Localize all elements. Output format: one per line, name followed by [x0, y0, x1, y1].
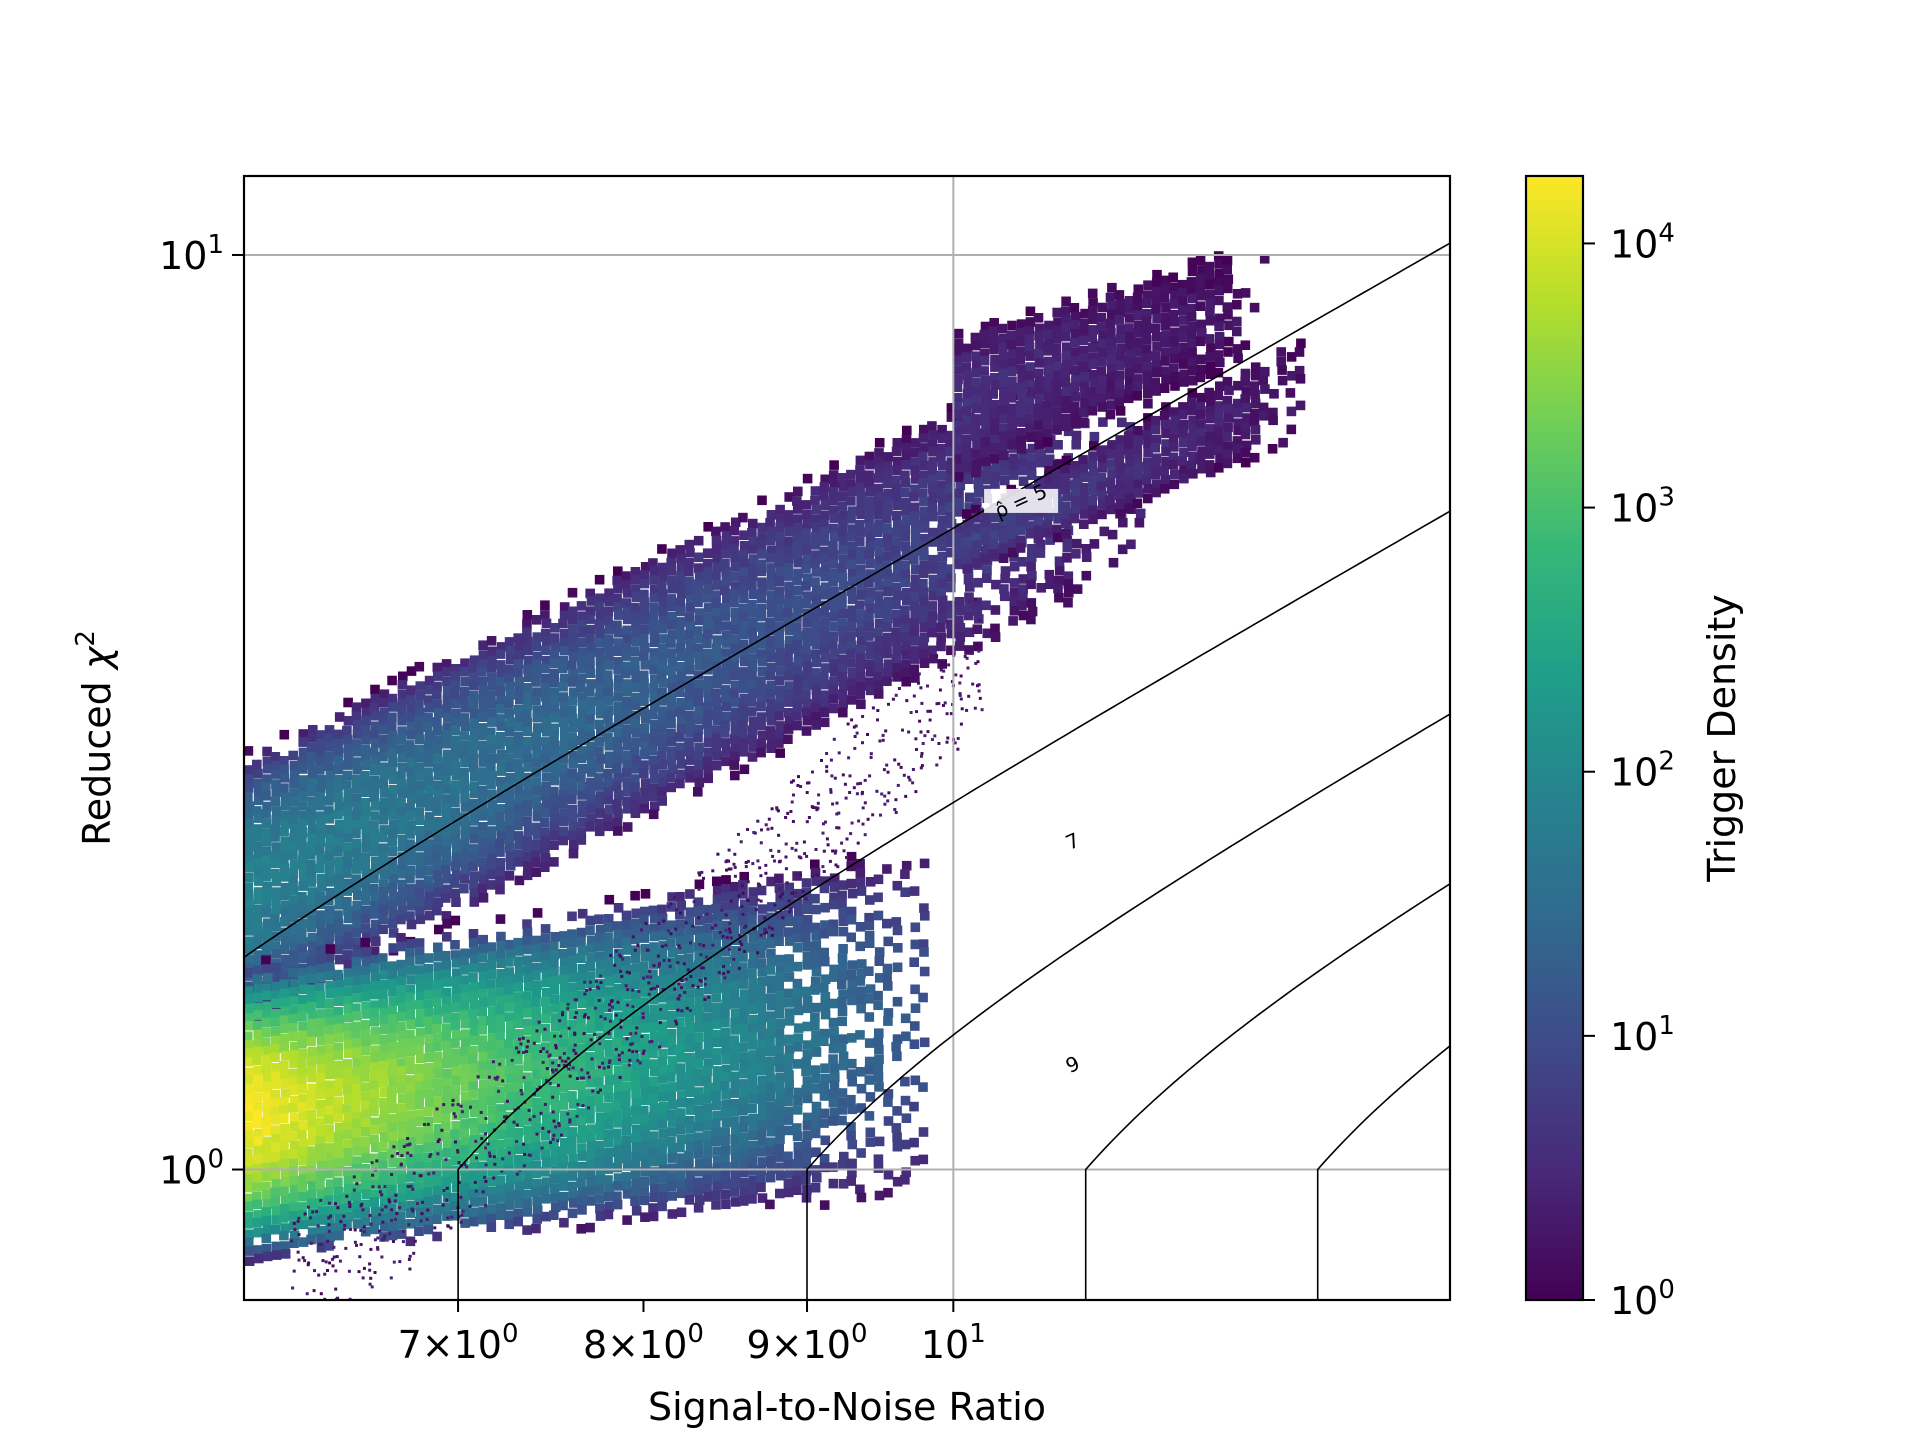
x-axis-ticks: 7×100 8×100 9×100 101: [398, 1300, 986, 1367]
contour-line-9: [806, 713, 1450, 1300]
y-tick-label: 101: [159, 230, 224, 278]
colorbar-tick-label: 103: [1610, 483, 1675, 531]
contour-label-bg: [1063, 1052, 1083, 1077]
density-lower-branch: [952, 338, 1306, 574]
contour-line-7: [457, 510, 1450, 1300]
x-tick-label: 7×100: [398, 1319, 519, 1367]
colorbar: [1524, 174, 1585, 1302]
colorbar-tick-label: 104: [1610, 218, 1675, 266]
x-tick-label: 9×100: [747, 1319, 868, 1367]
axes-frame: [242, 174, 1452, 1302]
colorbar-label: Trigger Density: [1700, 594, 1744, 883]
contour-label-bg: [1063, 829, 1083, 854]
density-upper-branch: [244, 341, 1146, 1027]
x-tick-label: 101: [921, 1319, 986, 1367]
x-axis-label: Signal-to-Noise Ratio: [648, 1385, 1046, 1429]
grid: [244, 176, 1450, 1300]
y-axis-ticks: 100 101: [159, 230, 244, 1193]
x-tick-label: 8×100: [583, 1319, 704, 1367]
colorbar-tick-label: 101: [1610, 1011, 1675, 1059]
contours: [244, 242, 1450, 1300]
colorbar-ticks: 100 101 102 103 104: [1583, 218, 1675, 1323]
y-axis-label: Reduced χ2: [71, 630, 119, 846]
y-tick-label: 100: [159, 1145, 224, 1193]
contour-label-bg: [984, 488, 1059, 513]
density-tail-branch: [952, 251, 1270, 482]
contour-line-5: [244, 242, 1450, 959]
contour-line-11: [1084, 882, 1450, 1300]
colorbar-tick-label: 100: [1610, 1275, 1675, 1323]
colorbar-tick-label: 102: [1610, 747, 1675, 795]
